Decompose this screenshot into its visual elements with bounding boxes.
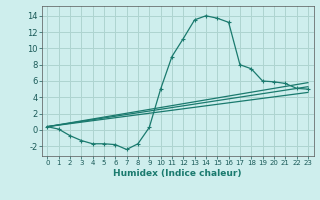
- X-axis label: Humidex (Indice chaleur): Humidex (Indice chaleur): [113, 169, 242, 178]
